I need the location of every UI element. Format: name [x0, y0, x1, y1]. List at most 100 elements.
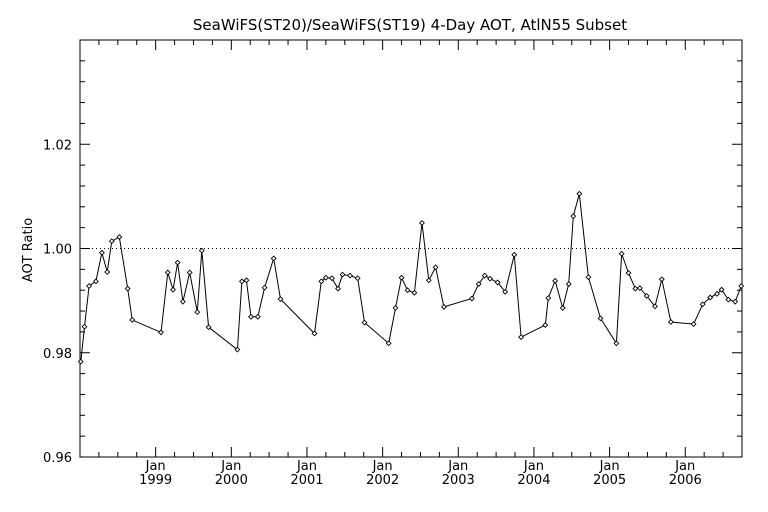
x-tick-year-label: 2000 [215, 473, 248, 488]
data-point [335, 285, 341, 292]
data-point [565, 281, 572, 287]
data-point [92, 278, 99, 285]
data-point [613, 340, 620, 347]
data-point [392, 304, 399, 311]
x-tick-month-label: Jan [145, 459, 166, 474]
data-point [339, 271, 346, 278]
x-tick-year-label: 2006 [669, 473, 702, 488]
data-point [502, 288, 509, 295]
x-axis-ticks: Jan1999Jan2000Jan2001Jan2002Jan2003Jan20… [79, 40, 743, 488]
data-point [129, 316, 136, 323]
data-point [361, 319, 368, 326]
x-tick-year-label: 2003 [442, 473, 475, 488]
data-point [318, 278, 325, 285]
data-point [570, 213, 577, 220]
y-tick-label: 0.98 [43, 347, 72, 362]
data-point [104, 269, 111, 275]
data-point [714, 290, 720, 297]
plot-frame [79, 39, 743, 458]
data-point [487, 275, 493, 282]
data-point [432, 264, 439, 271]
data-point [99, 249, 105, 256]
data-point [518, 334, 525, 341]
data-point [329, 275, 335, 282]
data-point [545, 295, 552, 301]
data-point [311, 330, 318, 337]
x-tick-month-label: Jan [447, 459, 468, 474]
data-point [170, 286, 176, 293]
series-group [77, 190, 745, 365]
x-tick-month-label: Jan [674, 459, 695, 474]
data-point [707, 294, 714, 301]
data-point [194, 309, 201, 316]
data-point [542, 322, 549, 329]
data-point [179, 298, 186, 305]
data-point [658, 276, 665, 283]
x-tick-year-label: 2005 [593, 473, 626, 488]
data-point [81, 323, 88, 330]
x-tick-month-label: Jan [523, 459, 544, 474]
data-point [205, 324, 212, 331]
x-tick-year-label: 2002 [366, 473, 399, 488]
data-point [174, 259, 181, 266]
x-tick-year-label: 2004 [517, 473, 550, 488]
data-point [585, 274, 592, 281]
data-point [270, 255, 277, 262]
data-point [164, 269, 171, 276]
data-point [116, 234, 123, 240]
data-point [511, 251, 518, 258]
y-tick-label: 1.00 [43, 243, 72, 258]
x-tick-month-label: Jan [599, 459, 620, 474]
data-point [690, 321, 697, 328]
x-tick-month-label: Jan [296, 459, 317, 474]
data-point [124, 285, 131, 292]
data-point [398, 274, 405, 281]
data-point [576, 190, 583, 197]
chart-title: SeaWiFS(ST20)/SeaWiFS(ST19) 4-Day AOT, A… [193, 16, 627, 34]
data-point [632, 285, 639, 292]
data-point [404, 287, 411, 294]
data-point [552, 277, 559, 284]
data-point [725, 296, 732, 303]
data-point [559, 304, 566, 311]
series-line [80, 193, 742, 362]
x-tick-year-label: 1999 [139, 473, 172, 488]
data-point [494, 279, 501, 286]
data-point [261, 284, 268, 291]
data-point [354, 275, 361, 282]
x-tick-year-label: 2001 [290, 473, 323, 488]
data-point [468, 295, 475, 302]
data-point [347, 272, 354, 279]
data-point [243, 277, 250, 284]
y-axis-label: AOT Ratio [21, 218, 36, 282]
data-point [667, 319, 674, 325]
data-point [643, 292, 650, 299]
data-point [385, 340, 392, 347]
data-point [254, 313, 261, 320]
data-point [277, 296, 284, 302]
data-point [322, 274, 329, 281]
data-point [86, 283, 93, 289]
data-point [186, 269, 193, 276]
data-point [636, 285, 643, 292]
data-point [475, 281, 482, 287]
data-point [625, 270, 632, 276]
data-point [238, 278, 245, 285]
data-point [248, 313, 254, 320]
data-point [77, 358, 84, 365]
y-tick-label: 1.02 [43, 138, 72, 153]
x-tick-month-label: Jan [220, 459, 241, 474]
x-tick-month-label: Jan [372, 459, 393, 474]
plot-axes [79, 39, 743, 458]
data-point [597, 315, 604, 322]
data-point [234, 346, 241, 353]
data-point [440, 303, 447, 310]
data-point [652, 303, 658, 310]
data-point [198, 247, 205, 254]
y-tick-label: 0.96 [43, 451, 72, 466]
data-point [108, 238, 115, 245]
data-point [732, 298, 739, 305]
data-point [419, 220, 425, 226]
data-point [481, 272, 488, 279]
